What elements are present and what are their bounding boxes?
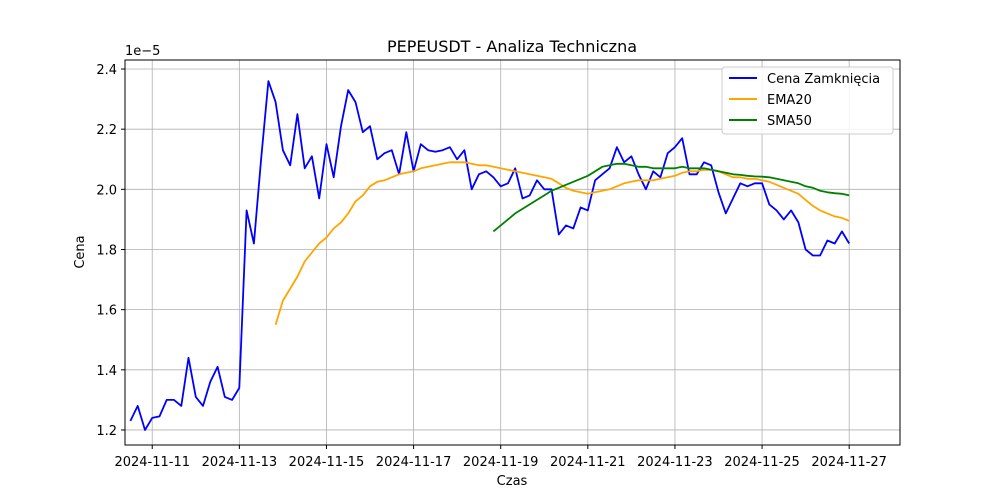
series-layer xyxy=(129,80,850,431)
series-line-sma50 xyxy=(492,162,850,233)
y-tick-label: 1.4 xyxy=(96,364,117,379)
x-tick-label: 2024-11-17 xyxy=(376,455,452,470)
x-axis-label: Czas xyxy=(497,474,528,489)
legend-box xyxy=(721,66,894,135)
x-tick-label: 2024-11-21 xyxy=(550,455,626,470)
y-tick-label: 1.2 xyxy=(96,424,117,439)
x-tick-label: 2024-11-15 xyxy=(289,455,365,470)
x-tick-label: 2024-11-11 xyxy=(114,455,190,470)
legend-label-ema20: EMA20 xyxy=(767,93,812,108)
legend: Cena Zamknięcia EMA20 SMA50 xyxy=(721,66,894,135)
x-tick-label: 2024-11-23 xyxy=(637,455,713,470)
x-tick-label: 2024-11-27 xyxy=(811,455,887,470)
x-tick-label: 2024-11-25 xyxy=(724,455,800,470)
y-axis-ticks: 1.2 1.4 1.6 1.8 2.0 2.2 2.4 xyxy=(96,63,125,439)
plot-frame xyxy=(124,59,901,446)
y-tick-label: 1.6 xyxy=(96,304,117,319)
x-tick-label: 2024-11-13 xyxy=(202,455,278,470)
y-tick-label: 2.4 xyxy=(96,63,117,78)
y-tick-label: 1.8 xyxy=(96,243,117,258)
chart-title: PEPEUSDT - Analiza Techniczna xyxy=(387,37,637,56)
x-tick-label: 2024-11-19 xyxy=(463,455,539,470)
x-axis-ticks: 2024-11-11 2024-11-13 2024-11-15 2024-11-17… xyxy=(114,445,887,470)
y-tick-label: 2.0 xyxy=(96,183,117,198)
legend-label-sma50: SMA50 xyxy=(767,114,812,129)
y-axis-offset-label: 1e−5 xyxy=(125,44,160,59)
legend-label-close-price: Cena Zamknięcia xyxy=(767,72,880,87)
y-axis-label: Cena xyxy=(73,235,88,268)
y-tick-label: 2.2 xyxy=(96,123,117,138)
series-line-close-price xyxy=(129,80,850,431)
grid xyxy=(125,60,900,445)
